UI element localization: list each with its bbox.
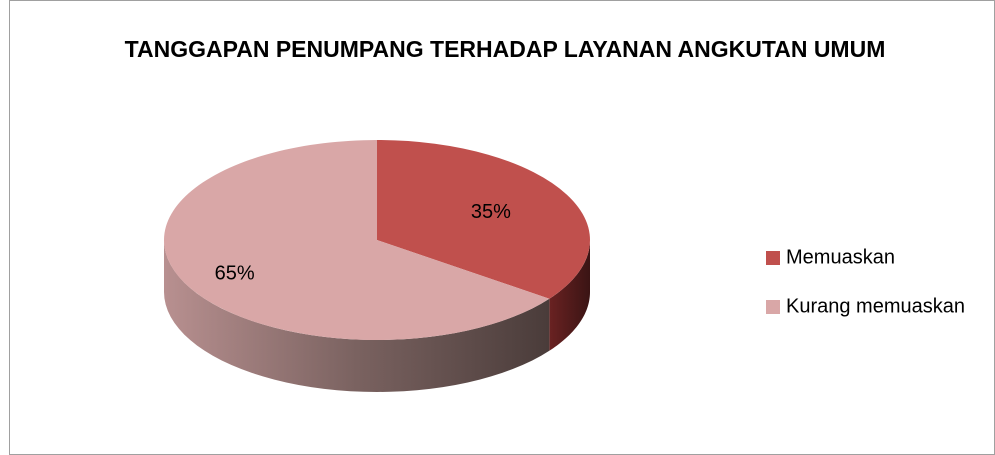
legend-label: Kurang memuaskan	[786, 295, 965, 317]
legend-swatch	[766, 300, 780, 314]
pie-slice	[164, 140, 550, 340]
pie-side	[549, 240, 590, 351]
chart-title: TANGGAPAN PENUMPANG TERHADAP LAYANAN ANG…	[124, 36, 886, 62]
pie-slice	[377, 140, 591, 299]
legend-label: Memuaskan	[786, 246, 895, 268]
legend-swatch	[766, 251, 780, 265]
data-label: 35%	[471, 201, 511, 223]
pie-side	[164, 240, 550, 392]
data-label: 65%	[215, 262, 255, 284]
